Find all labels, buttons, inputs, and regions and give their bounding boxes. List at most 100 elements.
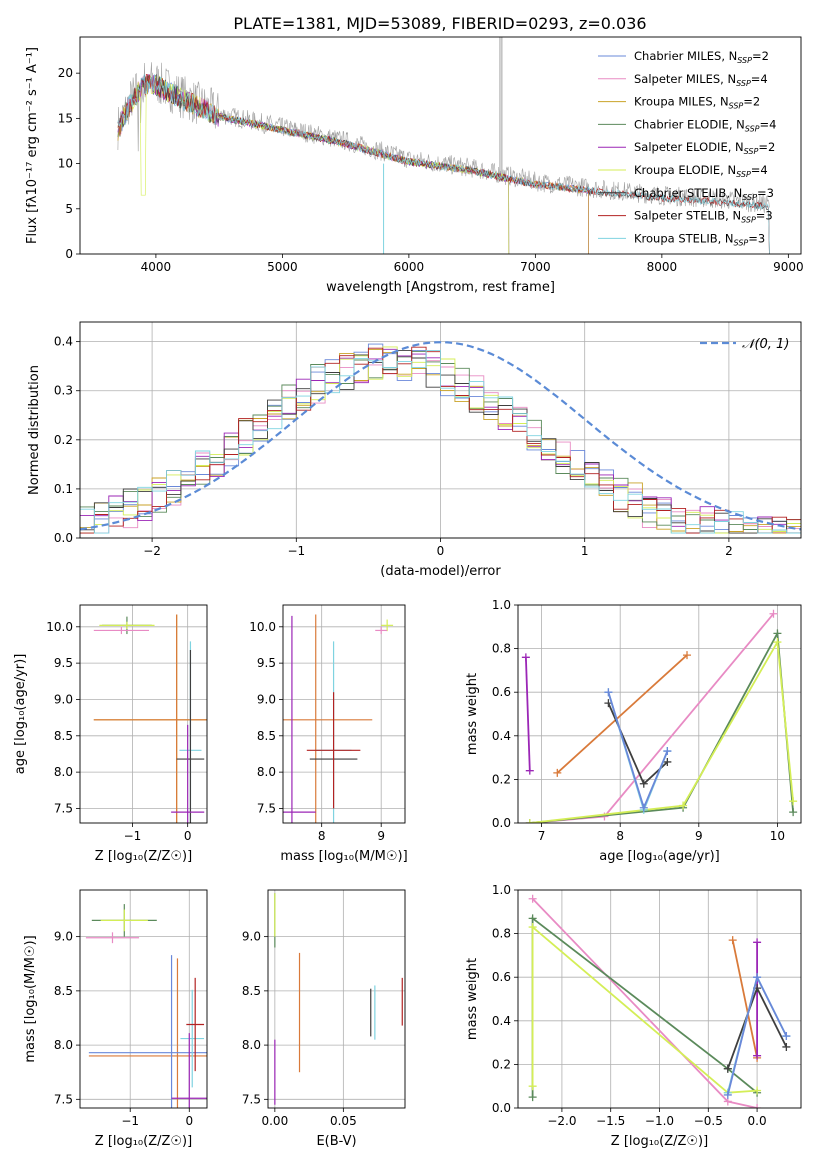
y-tick-label: 9.0 — [257, 692, 276, 706]
y-tick-label: 10 — [58, 157, 73, 171]
x-tick-label: 0 — [185, 1114, 193, 1128]
y-axis-label: Normed distribution — [27, 365, 42, 495]
x-tick-label: 0.05 — [330, 1114, 357, 1128]
weight-point — [753, 1051, 762, 1060]
legend-label: Chabrier MILES, NSSP=2 — [634, 49, 769, 65]
weight-point — [639, 779, 648, 788]
y-tick-label: 5 — [65, 202, 73, 216]
weight-point — [528, 914, 537, 923]
legend-label: Kroupa STELIB, NSSP=3 — [634, 231, 765, 247]
x-tick-label: −1 — [287, 544, 305, 558]
panel-mass_vs_Z: −1 0 7.5 8.0 8.5 9.0 Z [log₁₀(Z/Z☉)] mass [log₁… — [23, 889, 208, 1149]
axes-frame — [517, 604, 802, 824]
weight-point — [753, 1086, 762, 1095]
panel-age_vs_mass: 8 9 7.5 8.0 8.5 9.0 9.5 10.0 mass [log₁₀(M/M☉)] — [249, 604, 408, 864]
x-tick-label: 1 — [581, 544, 589, 558]
y-tick-label: 0.2 — [492, 772, 511, 786]
axes-frame — [267, 889, 406, 1109]
y-tick-label: 7.5 — [54, 801, 73, 815]
weight-point — [773, 629, 782, 638]
weight-point — [663, 747, 672, 756]
weight-point — [753, 973, 762, 982]
weight-point — [683, 651, 692, 660]
weight-point — [753, 938, 762, 947]
x-axis-label: Z [log₁₀(Z/Z☉)] — [95, 1134, 192, 1149]
legend-label: Kroupa MILES, NSSP=2 — [634, 95, 760, 111]
weight-point — [525, 819, 534, 823]
y-tick-label: 0.3 — [54, 384, 73, 398]
panel-age_vs_Z: −1 0 7.5 8.0 8.5 9.0 9.5 10.0 Z [log₁₀(Z/Z☉)] age… — [13, 604, 208, 864]
y-axis-label: mass weight — [465, 958, 480, 1040]
y-tick-label: 8.5 — [257, 729, 276, 743]
y-tick-label: 20 — [58, 66, 73, 80]
weight-point — [773, 638, 782, 647]
plot-area-residuals — [80, 341, 801, 534]
axes-frame — [79, 889, 208, 1109]
weight-point — [604, 688, 613, 697]
spectrum-model-line — [117, 73, 770, 254]
plot-area-weight_vs_age — [521, 609, 798, 823]
y-tick-label: 8.0 — [242, 1038, 261, 1052]
y-tick-label: 0.0 — [492, 816, 511, 830]
y-tick-label: 0.2 — [492, 1057, 511, 1071]
y-tick-label: 0.6 — [492, 685, 511, 699]
x-axis-label: mass [log₁₀(M/M☉)] — [280, 849, 407, 864]
y-tick-label: 0.8 — [492, 927, 511, 941]
x-tick-label: 7 — [538, 829, 546, 843]
axes-frame — [517, 889, 802, 1109]
x-tick-label: 9 — [377, 829, 385, 843]
y-tick-label: 0.8 — [492, 642, 511, 656]
histogram-step — [80, 350, 801, 534]
x-tick-label: −0.5 — [694, 1114, 723, 1128]
y-tick-label: 9.5 — [257, 656, 276, 670]
x-axis-label: (data-model)/error — [380, 564, 501, 579]
axes-frame — [282, 604, 406, 824]
y-tick-label: 10.0 — [249, 620, 276, 634]
y-tick-label: 0.1 — [54, 482, 73, 496]
x-tick-label: −1.0 — [645, 1114, 674, 1128]
x-tick-label: 0 — [184, 829, 192, 843]
weight-point — [528, 1082, 537, 1091]
x-tick-label: −1 — [121, 1114, 139, 1128]
x-tick-label: 10 — [770, 829, 785, 843]
x-tick-label: 8 — [616, 829, 624, 843]
axes-frame — [79, 604, 208, 824]
weight-point — [679, 801, 688, 810]
plot-area-mass_vs_ebv — [274, 893, 403, 1105]
weight-point — [663, 757, 672, 766]
x-tick-label: 9 — [695, 829, 703, 843]
weight-line — [531, 925, 758, 1094]
x-tick-label: 6000 — [394, 260, 425, 274]
legend-label: Chabrier ELODIE, NSSP=4 — [634, 117, 776, 133]
legend-label: Kroupa ELODIE, NSSP=4 — [634, 163, 768, 179]
y-tick-label: 8.5 — [242, 984, 261, 998]
x-tick-label: 0.0 — [748, 1114, 767, 1128]
y-axis-label: age [log₁₀(age/yr)] — [13, 654, 28, 775]
y-tick-label: 0.4 — [54, 335, 73, 349]
weight-line — [731, 939, 758, 1059]
x-tick-label: −1 — [124, 829, 142, 843]
y-tick-label: 8.5 — [54, 984, 73, 998]
x-axis-label: wavelength [Angstrom, rest frame] — [326, 280, 555, 295]
weight-line — [525, 657, 531, 771]
y-tick-label: 8.0 — [54, 765, 73, 779]
y-tick-label: 0.2 — [54, 433, 73, 447]
x-tick-label: 9000 — [773, 260, 804, 274]
weight-point — [782, 1032, 791, 1041]
x-axis-label: Z [log₁₀(Z/Z☉)] — [95, 849, 192, 864]
panel-mass_vs_ebv: 0.00 0.05 7.5 8.0 8.5 9.0 E(B-V) — [242, 889, 406, 1149]
y-tick-label: 8.5 — [54, 729, 73, 743]
x-axis-label: Z [log₁₀(Z/Z☉)] — [611, 1134, 708, 1149]
plot-area-age_vs_Z — [93, 614, 207, 823]
y-tick-label: 0.0 — [492, 1101, 511, 1115]
x-axis-label: age [log₁₀(age/yr)] — [599, 849, 720, 864]
weight-point — [789, 808, 798, 817]
weight-point — [769, 609, 778, 618]
x-tick-label: −1.5 — [596, 1114, 625, 1128]
x-tick-label: −2.0 — [547, 1114, 576, 1128]
x-tick-label: 7000 — [520, 260, 551, 274]
y-tick-label: 7.5 — [242, 1092, 261, 1106]
weight-line — [529, 639, 794, 823]
y-tick-label: 1.0 — [492, 883, 511, 897]
panel-weight_vs_age: 7 8 9 10 0.0 0.2 0.4 0.6 0.8 1.0 age [log₁₀(age/yr… — [465, 598, 802, 864]
